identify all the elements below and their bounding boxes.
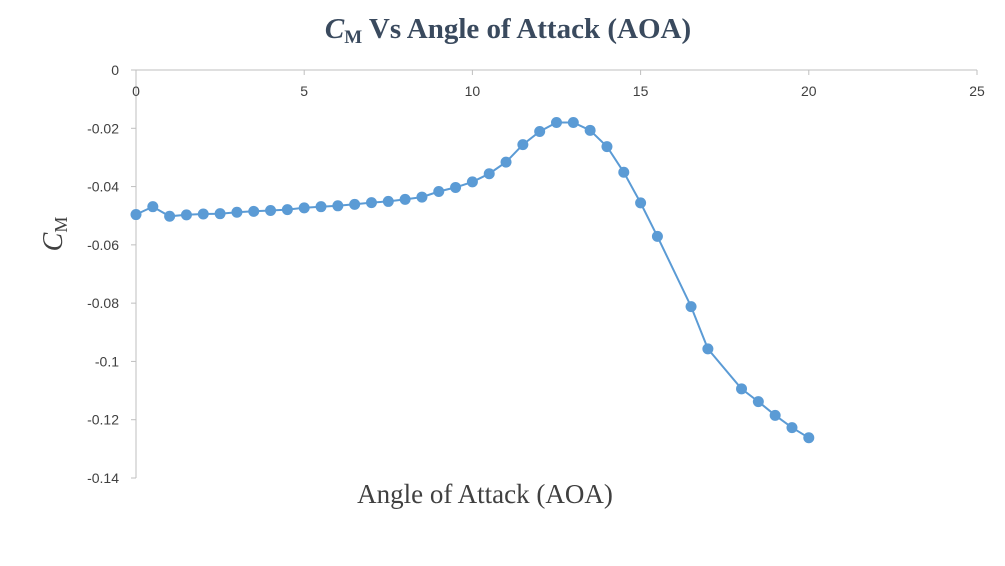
data-point [416,191,428,203]
y-tick-label: -0.1 [95,353,119,369]
x-tick-label: 5 [300,83,308,99]
data-point [197,208,209,220]
data-point [584,124,596,136]
data-point [618,166,630,178]
x-tick-label: 25 [969,83,985,99]
data-point [483,168,495,180]
data-point [365,197,377,209]
data-point [500,156,512,168]
y-tick-label: -0.06 [87,237,119,253]
data-point [147,201,159,213]
data-point [265,204,277,216]
data-point [685,301,697,313]
x-tick-label: 20 [801,83,817,99]
data-point [450,181,462,193]
data-point [736,383,748,395]
data-point [399,193,411,205]
data-point [567,116,579,128]
x-tick-label: 15 [633,83,649,99]
data-point [769,409,781,421]
data-point [180,209,192,221]
y-tick-labels: 0 -0.02 -0.04 -0.06 -0.08 -0.1 -0.12 -0.14 [87,62,119,486]
data-point [382,195,394,207]
x-axis-label: Angle of Attack (AOA) [357,479,613,509]
data-point [786,422,798,434]
y-tick-label: -0.14 [87,470,119,486]
data-point [601,141,613,153]
data-point [231,206,243,218]
data-point [517,139,529,151]
series-lines [135,121,810,439]
x-tick-label: 0 [132,83,140,99]
chart-title-symbol: C [325,13,345,45]
chart-title-subscript: M [344,27,362,48]
data-point [466,176,478,188]
data-point [534,125,546,137]
series-line [135,121,810,439]
y-tick-label: 0 [111,62,119,78]
y-axis-label: CM [38,217,71,252]
data-point [214,208,226,220]
data-point [702,343,714,355]
data-point [164,210,176,222]
y-tick-label: -0.12 [87,412,119,428]
data-point [752,396,764,408]
y-tick-label: -0.04 [87,179,119,195]
y-tick-label: -0.02 [87,120,119,136]
data-point [332,200,344,212]
x-tick-marks [135,70,978,75]
series-points [130,116,815,444]
data-point [281,204,293,216]
data-point [635,197,647,209]
data-point [315,201,327,213]
y-axis-label-symbol: C [38,232,69,251]
data-point [551,116,562,128]
y-tick-label: -0.08 [87,295,119,311]
chart-title: CM Vs Angle of Attack (AOA) [325,13,691,48]
y-tick-marks [131,69,136,479]
data-point [298,202,310,214]
x-tick-labels: 0 5 10 15 20 25 [132,83,985,99]
x-tick-label: 10 [465,83,481,99]
data-point [349,198,361,210]
data-point [433,186,445,198]
y-axis-label-subscript: M [51,217,71,233]
data-point [651,230,663,242]
data-point [248,205,260,217]
data-point [130,209,142,221]
chart-title-rest: Vs Angle of Attack (AOA) [362,13,691,45]
data-point [803,432,815,444]
